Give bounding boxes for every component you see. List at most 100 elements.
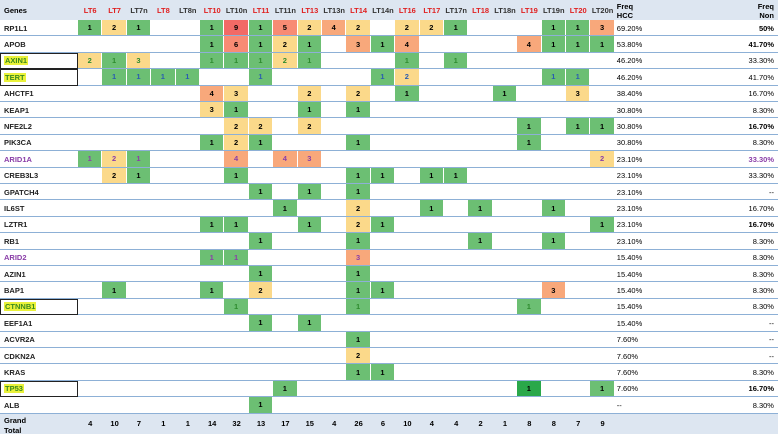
mutation-count-cell: 1: [346, 298, 371, 315]
grand-total-label-line1: Grand: [4, 415, 27, 425]
gene-label-highlight: TP53: [4, 384, 24, 394]
grand-total-value: 14: [208, 419, 217, 429]
column-header: LT16: [395, 0, 420, 20]
grand-total-value: 1: [502, 419, 508, 429]
mutation-count-cell: 1: [590, 118, 615, 134]
freq-hcc-value: 30.80%: [616, 105, 643, 115]
mutation-count-cell: 1: [248, 69, 274, 85]
freq-non-value: 50%: [758, 23, 774, 33]
header-freq-hcc: Freq HCC: [614, 0, 661, 20]
grand-total-label-line2: Total: [4, 425, 22, 435]
freq-hcc-value: 23.10%: [616, 204, 643, 214]
freq-hcc-value: 15.40%: [616, 302, 643, 312]
mutation-count-cell: 1: [517, 380, 542, 397]
freq-hcc-value: 7.60%: [616, 384, 639, 394]
column-header: LT18n: [492, 0, 518, 20]
mutation-count-cell: 1: [370, 282, 396, 298]
freq-hcc-value: 23.10%: [616, 236, 643, 246]
mutation-count-cell: 9: [224, 20, 249, 36]
freq-hcc-value: 15.40%: [616, 318, 643, 328]
mutation-count-cell: 1: [566, 69, 591, 85]
freq-non-value: --: [768, 335, 774, 345]
gene-label: AHCTF1: [4, 89, 34, 99]
grand-total-value: 7: [136, 419, 142, 429]
mutation-count-cell: 1: [492, 85, 518, 101]
mutation-count-cell: 2: [273, 36, 298, 52]
mutation-count-cell: 1: [297, 52, 322, 69]
mutation-count-cell: 1: [517, 118, 542, 134]
column-header: LT19n: [541, 0, 566, 20]
grand-total-value: 10: [403, 419, 412, 429]
freq-hcc-value: 30.80%: [616, 122, 643, 132]
mutation-count-cell: 1: [541, 20, 566, 36]
mutation-count-cell: 1: [346, 184, 371, 200]
gene-label: BAP1: [4, 286, 25, 296]
gene-highlight-box: [0, 52, 78, 70]
mutation-count-cell: 1: [102, 69, 127, 85]
freq-non-value: 8.30%: [752, 105, 774, 115]
mutation-count-cell: 1: [200, 216, 225, 233]
freq-hcc-value: 69.20%: [616, 23, 643, 33]
freq-hcc-value: 15.40%: [616, 269, 643, 279]
mutation-count-cell: 1: [370, 216, 396, 233]
grand-total-value: 1: [185, 419, 190, 429]
grand-total-label: Grand Total: [0, 416, 26, 436]
mutation-count-cell: 1: [102, 52, 127, 69]
grand-total-value: 13: [256, 419, 266, 429]
mutation-count-cell: 1: [468, 200, 493, 216]
row-separator: [0, 281, 778, 283]
row-separator: [0, 265, 778, 266]
row-separator: [0, 101, 778, 102]
freq-non-value: 8.30%: [752, 400, 774, 410]
mutation-count-cell: 6: [224, 36, 249, 52]
mutation-count-cell: 3: [590, 20, 615, 36]
mutation-count-cell: 1: [517, 134, 542, 151]
header-freq-hcc-line1: Freq: [616, 2, 634, 11]
mutation-count-cell: 4: [273, 151, 298, 167]
mutation-count-cell: 3: [541, 282, 566, 298]
freq-hcc-value: 23.10%: [616, 220, 643, 230]
mutation-count-cell: 1: [517, 298, 542, 315]
row-separator: [0, 117, 778, 119]
grand-total-value: 4: [88, 419, 93, 429]
mutation-count-cell: 3: [200, 102, 225, 118]
mutation-count-cell: 1: [200, 282, 225, 298]
freq-non-value: 16.70%: [748, 204, 774, 214]
row-separator: [0, 150, 778, 152]
row-separator: [0, 68, 778, 70]
mutation-count-cell: 1: [370, 69, 396, 85]
row-separator: [0, 297, 778, 299]
freq-non-value: --: [768, 187, 774, 197]
mutation-count-cell: 2: [346, 348, 371, 364]
mutation-count-cell: 1: [444, 20, 469, 36]
gene-label-highlight: CTNNB1: [4, 302, 37, 312]
freq-hcc-value: 15.40%: [616, 286, 643, 296]
grand-total-value: 1: [161, 419, 166, 429]
row-separator: [0, 199, 778, 201]
freq-hcc-value: 46.20%: [616, 72, 643, 82]
mutation-count-cell: 2: [248, 118, 274, 134]
mutation-count-cell: 2: [395, 20, 420, 36]
mutation-count-cell: 2: [590, 151, 615, 167]
column-header: LT14n: [370, 0, 396, 20]
gene-label: ALB: [4, 400, 20, 410]
mutation-count-cell: 1: [590, 36, 615, 52]
column-header: LT14: [346, 0, 371, 20]
mutation-count-cell: 3: [566, 85, 591, 101]
column-header: LT18: [468, 0, 493, 20]
mutation-count-cell: 1: [346, 364, 371, 380]
mutation-count-cell: 2: [273, 52, 298, 69]
mutation-count-cell: 4: [517, 36, 542, 52]
mutation-count-cell: 1: [541, 36, 566, 52]
mutation-count-cell: 1: [175, 69, 200, 85]
gene-highlight-box: [0, 69, 78, 86]
row-separator: [0, 412, 778, 414]
column-header: LT13: [297, 0, 322, 20]
mutation-count-cell: 2: [224, 134, 249, 151]
freq-hcc-value: 23.10%: [616, 171, 643, 181]
mutation-count-cell: 1: [200, 52, 225, 69]
mutation-count-cell: 2: [419, 20, 444, 36]
grand-total-value: 15: [305, 419, 314, 429]
row-separator: [0, 363, 778, 365]
